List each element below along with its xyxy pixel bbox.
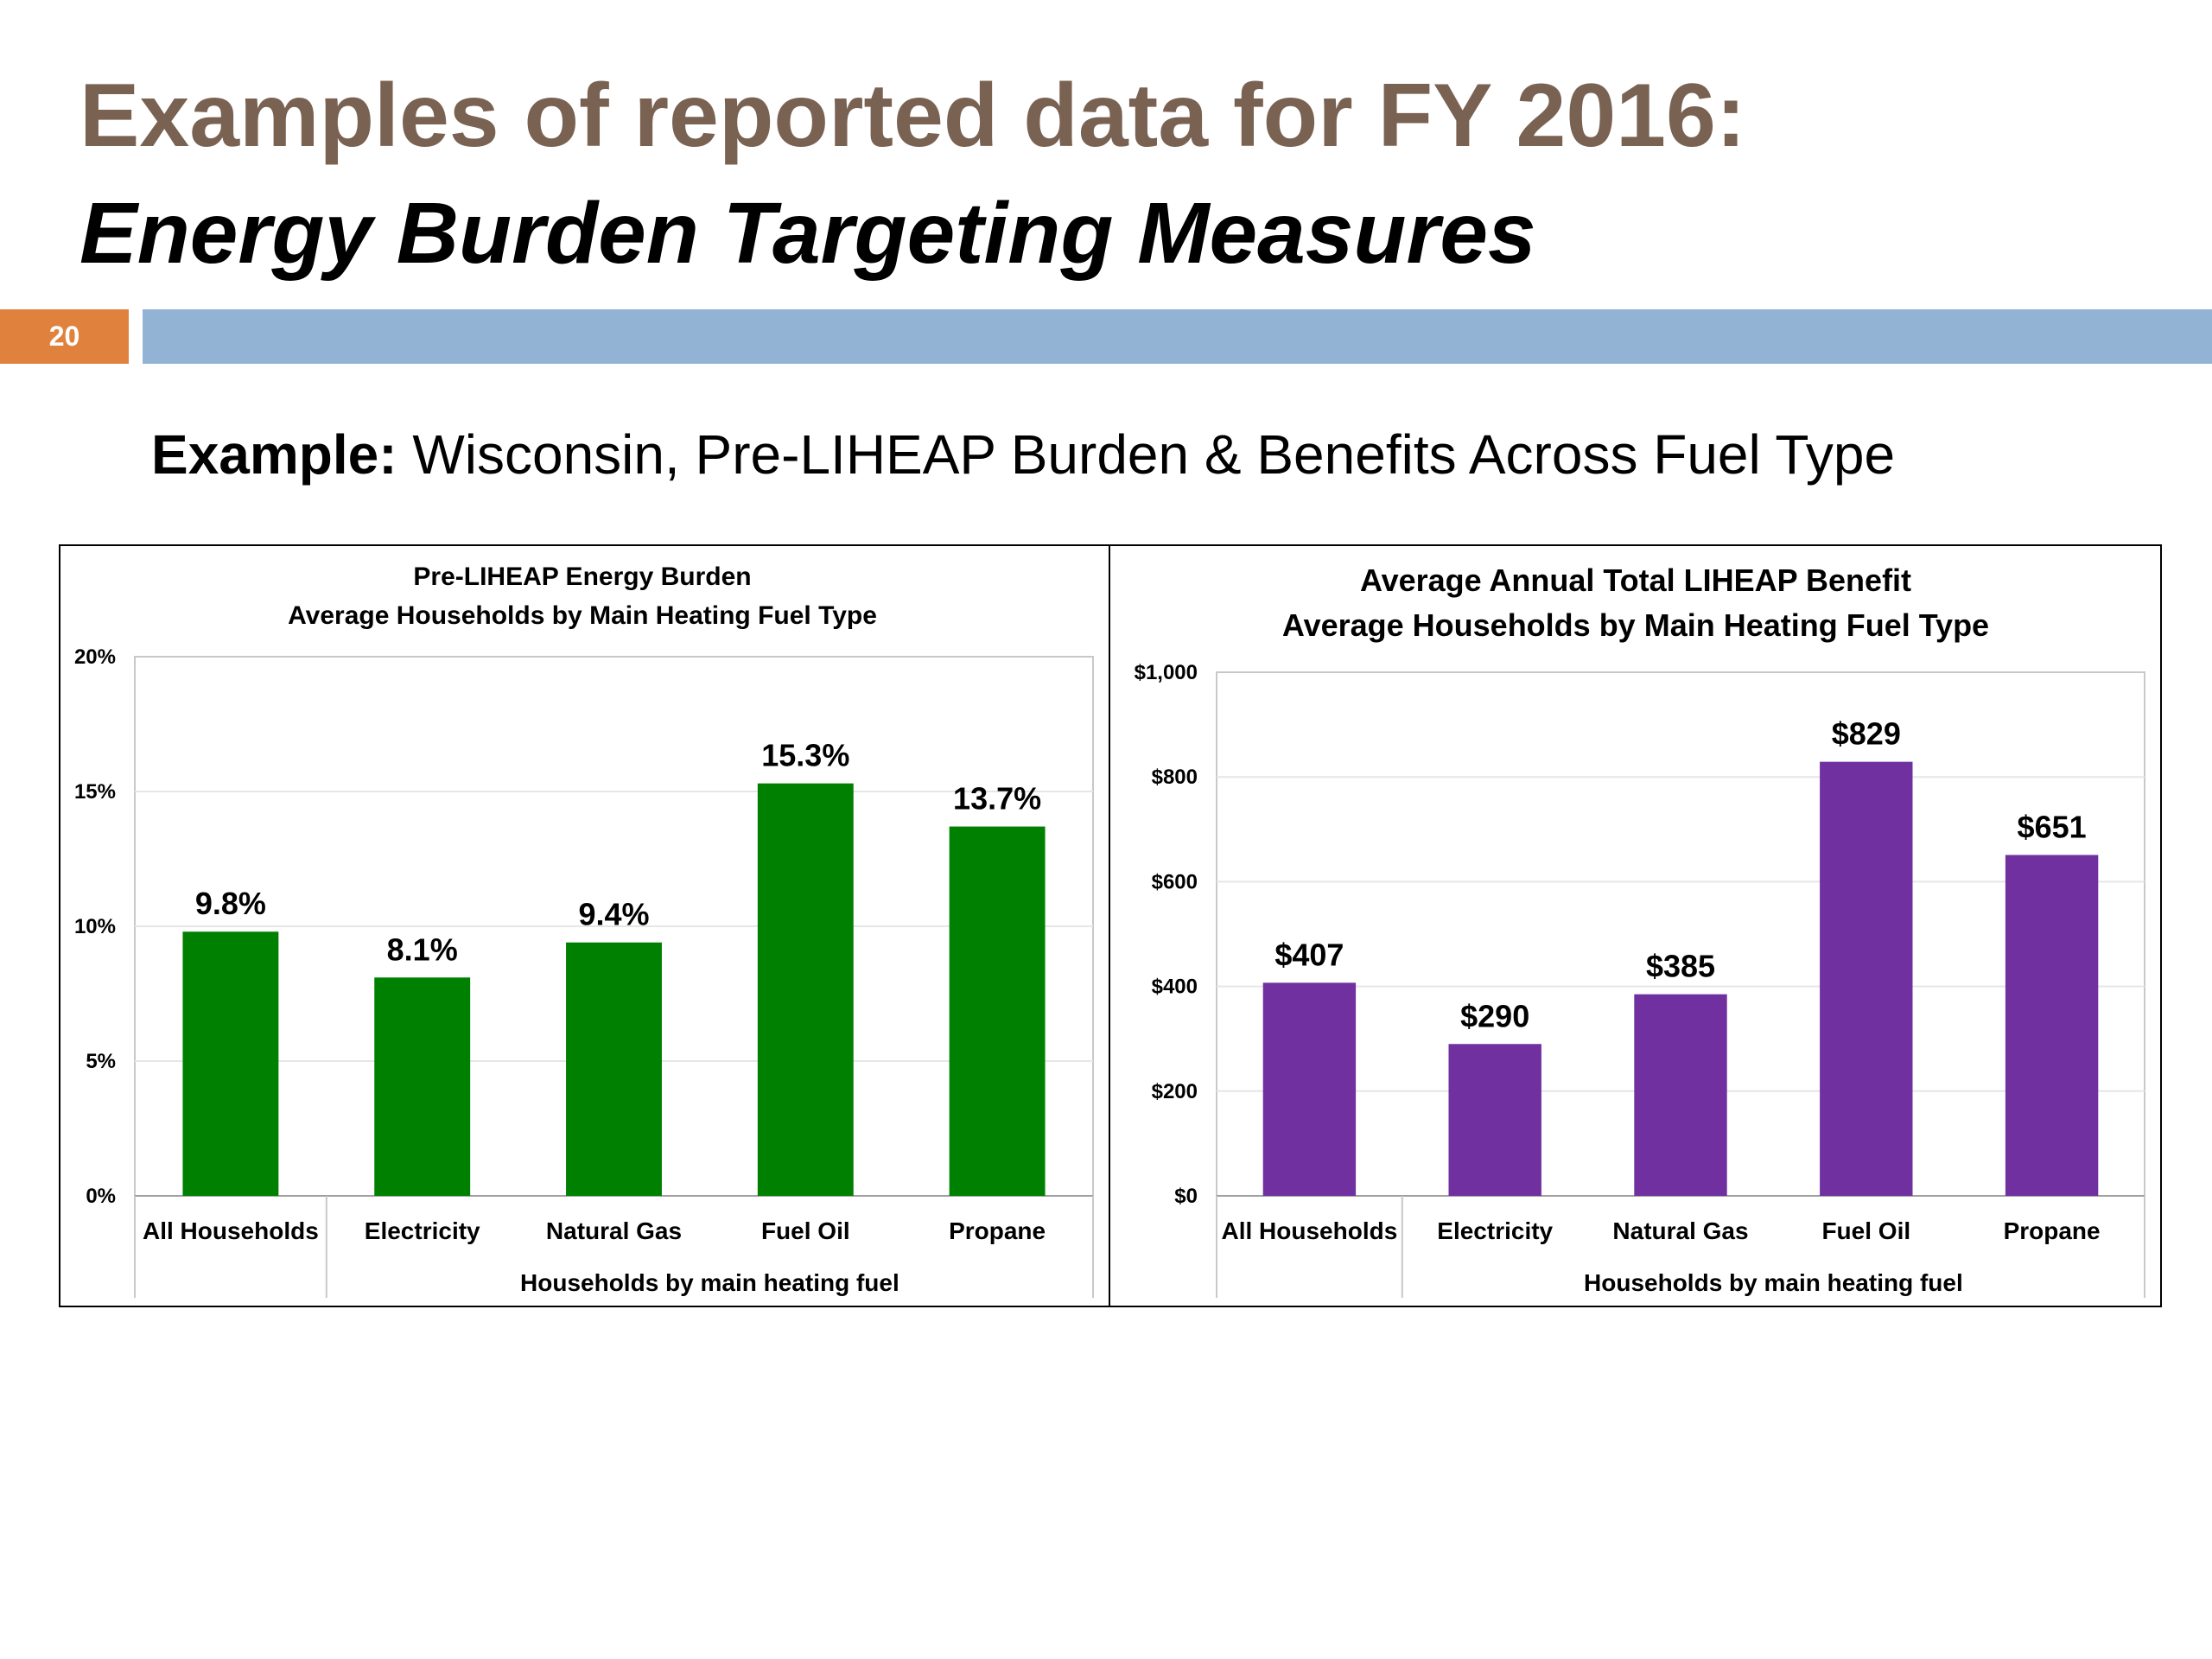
y-tick-label: $0 (1174, 1185, 1198, 1208)
data-label: $385 (1646, 949, 1715, 984)
x-tick-label: All Households (1222, 1217, 1398, 1244)
charts-divider (1109, 546, 1110, 1306)
y-tick-label: 0% (86, 1185, 116, 1208)
data-label: 8.1% (387, 931, 458, 967)
data-label: 13.7% (953, 781, 1041, 817)
x-tick-label: Propane (949, 1217, 1046, 1244)
x-tick-label: Fuel Oil (761, 1217, 850, 1244)
charts-frame (59, 544, 2162, 1307)
liheap-benefit-chart: Average Annual Total LIHEAP Benefit Avera… (1135, 563, 2145, 1298)
y-tick-label: $600 (1152, 870, 1198, 893)
y-tick-label: $1,000 (1135, 661, 1198, 684)
bar (566, 942, 662, 1196)
chart-subtitle: Average Households by Main Heating Fuel … (288, 601, 877, 630)
x-tick-label: Fuel Oil (1821, 1217, 1910, 1244)
x-axis-label: Households by main heating fuel (1584, 1269, 1963, 1296)
bar (1820, 761, 1913, 1196)
chart-title: Average Annual Total LIHEAP Benefit (1360, 563, 1911, 598)
data-label: 9.4% (578, 897, 649, 932)
data-label: $407 (1274, 937, 1344, 972)
chart-title: Pre-LIHEAP Energy Burden (413, 563, 751, 591)
x-tick-label: Propane (2004, 1217, 2101, 1244)
data-label: $290 (1460, 998, 1529, 1033)
bar (1448, 1044, 1541, 1196)
x-tick-label: Electricity (365, 1217, 480, 1244)
data-label: 9.8% (195, 886, 266, 921)
y-tick-label: 20% (74, 645, 116, 669)
x-tick-label: Natural Gas (1612, 1217, 1748, 1244)
data-label: 15.3% (761, 738, 849, 773)
bar (1634, 994, 1727, 1196)
x-tick-label: All Households (143, 1217, 319, 1244)
y-tick-label: $400 (1152, 976, 1198, 999)
slide-subtitle: Energy Burden Targeting Measures (79, 185, 1536, 282)
bar (374, 977, 471, 1196)
data-label: $651 (2018, 809, 2087, 844)
bar (949, 826, 1046, 1196)
slide-title: Examples of reported data for FY 2016: (79, 66, 1746, 166)
header-rule (143, 309, 2212, 364)
data-label: $829 (1832, 716, 1901, 752)
y-tick-label: $200 (1152, 1080, 1198, 1103)
bar (182, 931, 279, 1196)
x-axis-label: Households by main heating fuel (520, 1269, 899, 1296)
example-text: Wisconsin, Pre-LIHEAP Burden & Benefits … (397, 423, 1896, 486)
y-tick-label: $800 (1152, 766, 1198, 789)
energy-burden-chart: Pre-LIHEAP Energy Burden Average Househol… (74, 563, 1094, 1298)
slide-number-badge: 20 (0, 309, 129, 364)
bar (1262, 982, 1357, 1196)
x-tick-label: Natural Gas (546, 1217, 682, 1244)
y-tick-label: 5% (86, 1050, 116, 1073)
example-label: Example: (151, 423, 397, 486)
y-tick-label: 10% (74, 915, 116, 938)
x-tick-label: Electricity (1437, 1217, 1553, 1244)
slide-number: 20 (48, 321, 80, 352)
y-tick-label: 15% (74, 780, 116, 804)
example-caption: Example: Wisconsin, Pre-LIHEAP Burden & … (151, 422, 1895, 488)
bar (2005, 855, 2099, 1196)
chart-subtitle: Average Households by Main Heating Fuel … (1282, 607, 1989, 643)
bar (757, 783, 854, 1196)
